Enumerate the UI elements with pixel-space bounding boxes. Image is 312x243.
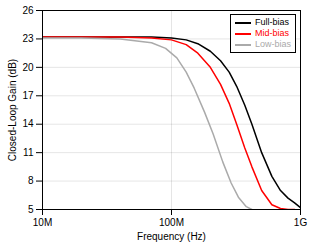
svg-text:11: 11 <box>23 147 34 158</box>
svg-text:Frequency (Hz): Frequency (Hz) <box>137 231 206 242</box>
svg-text:Closed-Loop Gain (dB): Closed-Loop Gain (dB) <box>7 59 18 161</box>
svg-text:20: 20 <box>22 62 34 73</box>
svg-text:8: 8 <box>28 175 34 186</box>
html-text:Low-bias: Low-bias <box>255 39 291 49</box>
svg-text:10M: 10M <box>33 217 52 228</box>
svg-text:1G: 1G <box>294 217 308 228</box>
svg-text:17: 17 <box>22 90 34 101</box>
html-text:Mid-bias: Mid-bias <box>255 28 289 38</box>
html-text:Full-bias: Full-bias <box>255 17 289 27</box>
svg-text:23: 23 <box>22 33 34 44</box>
svg-text:14: 14 <box>22 118 34 129</box>
svg-text:5: 5 <box>28 204 34 215</box>
svg-text:26: 26 <box>22 5 34 16</box>
svg-text:100M: 100M <box>159 217 184 228</box>
